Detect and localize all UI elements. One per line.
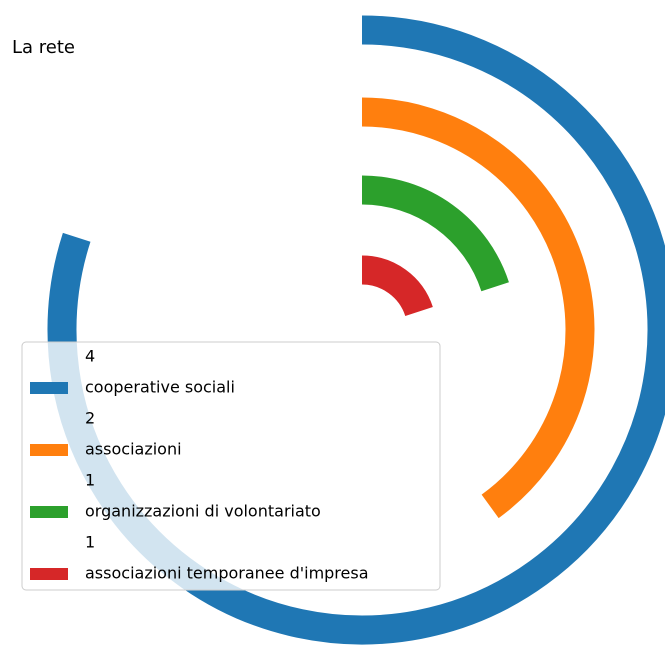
legend-value: 1 (85, 533, 95, 552)
legend-swatch (30, 382, 68, 394)
legend-label: cooperative sociali (85, 378, 235, 397)
radial-bar (361, 255, 433, 317)
legend-value: 4 (85, 347, 95, 366)
legend-label: associazioni temporanee d'impresa (85, 564, 369, 583)
legend-swatch (30, 568, 68, 580)
legend-swatch (30, 444, 68, 456)
legend-value: 1 (85, 471, 95, 490)
legend-label: organizzazioni di volontariato (85, 502, 321, 521)
legend-label: associazioni (85, 440, 182, 459)
legend-swatch (30, 506, 68, 518)
legend-box (21, 341, 441, 591)
radial-bar (361, 97, 595, 519)
radial-bar (361, 175, 509, 292)
legend-value: 2 (85, 409, 95, 428)
chart-title: La rete (12, 37, 75, 58)
